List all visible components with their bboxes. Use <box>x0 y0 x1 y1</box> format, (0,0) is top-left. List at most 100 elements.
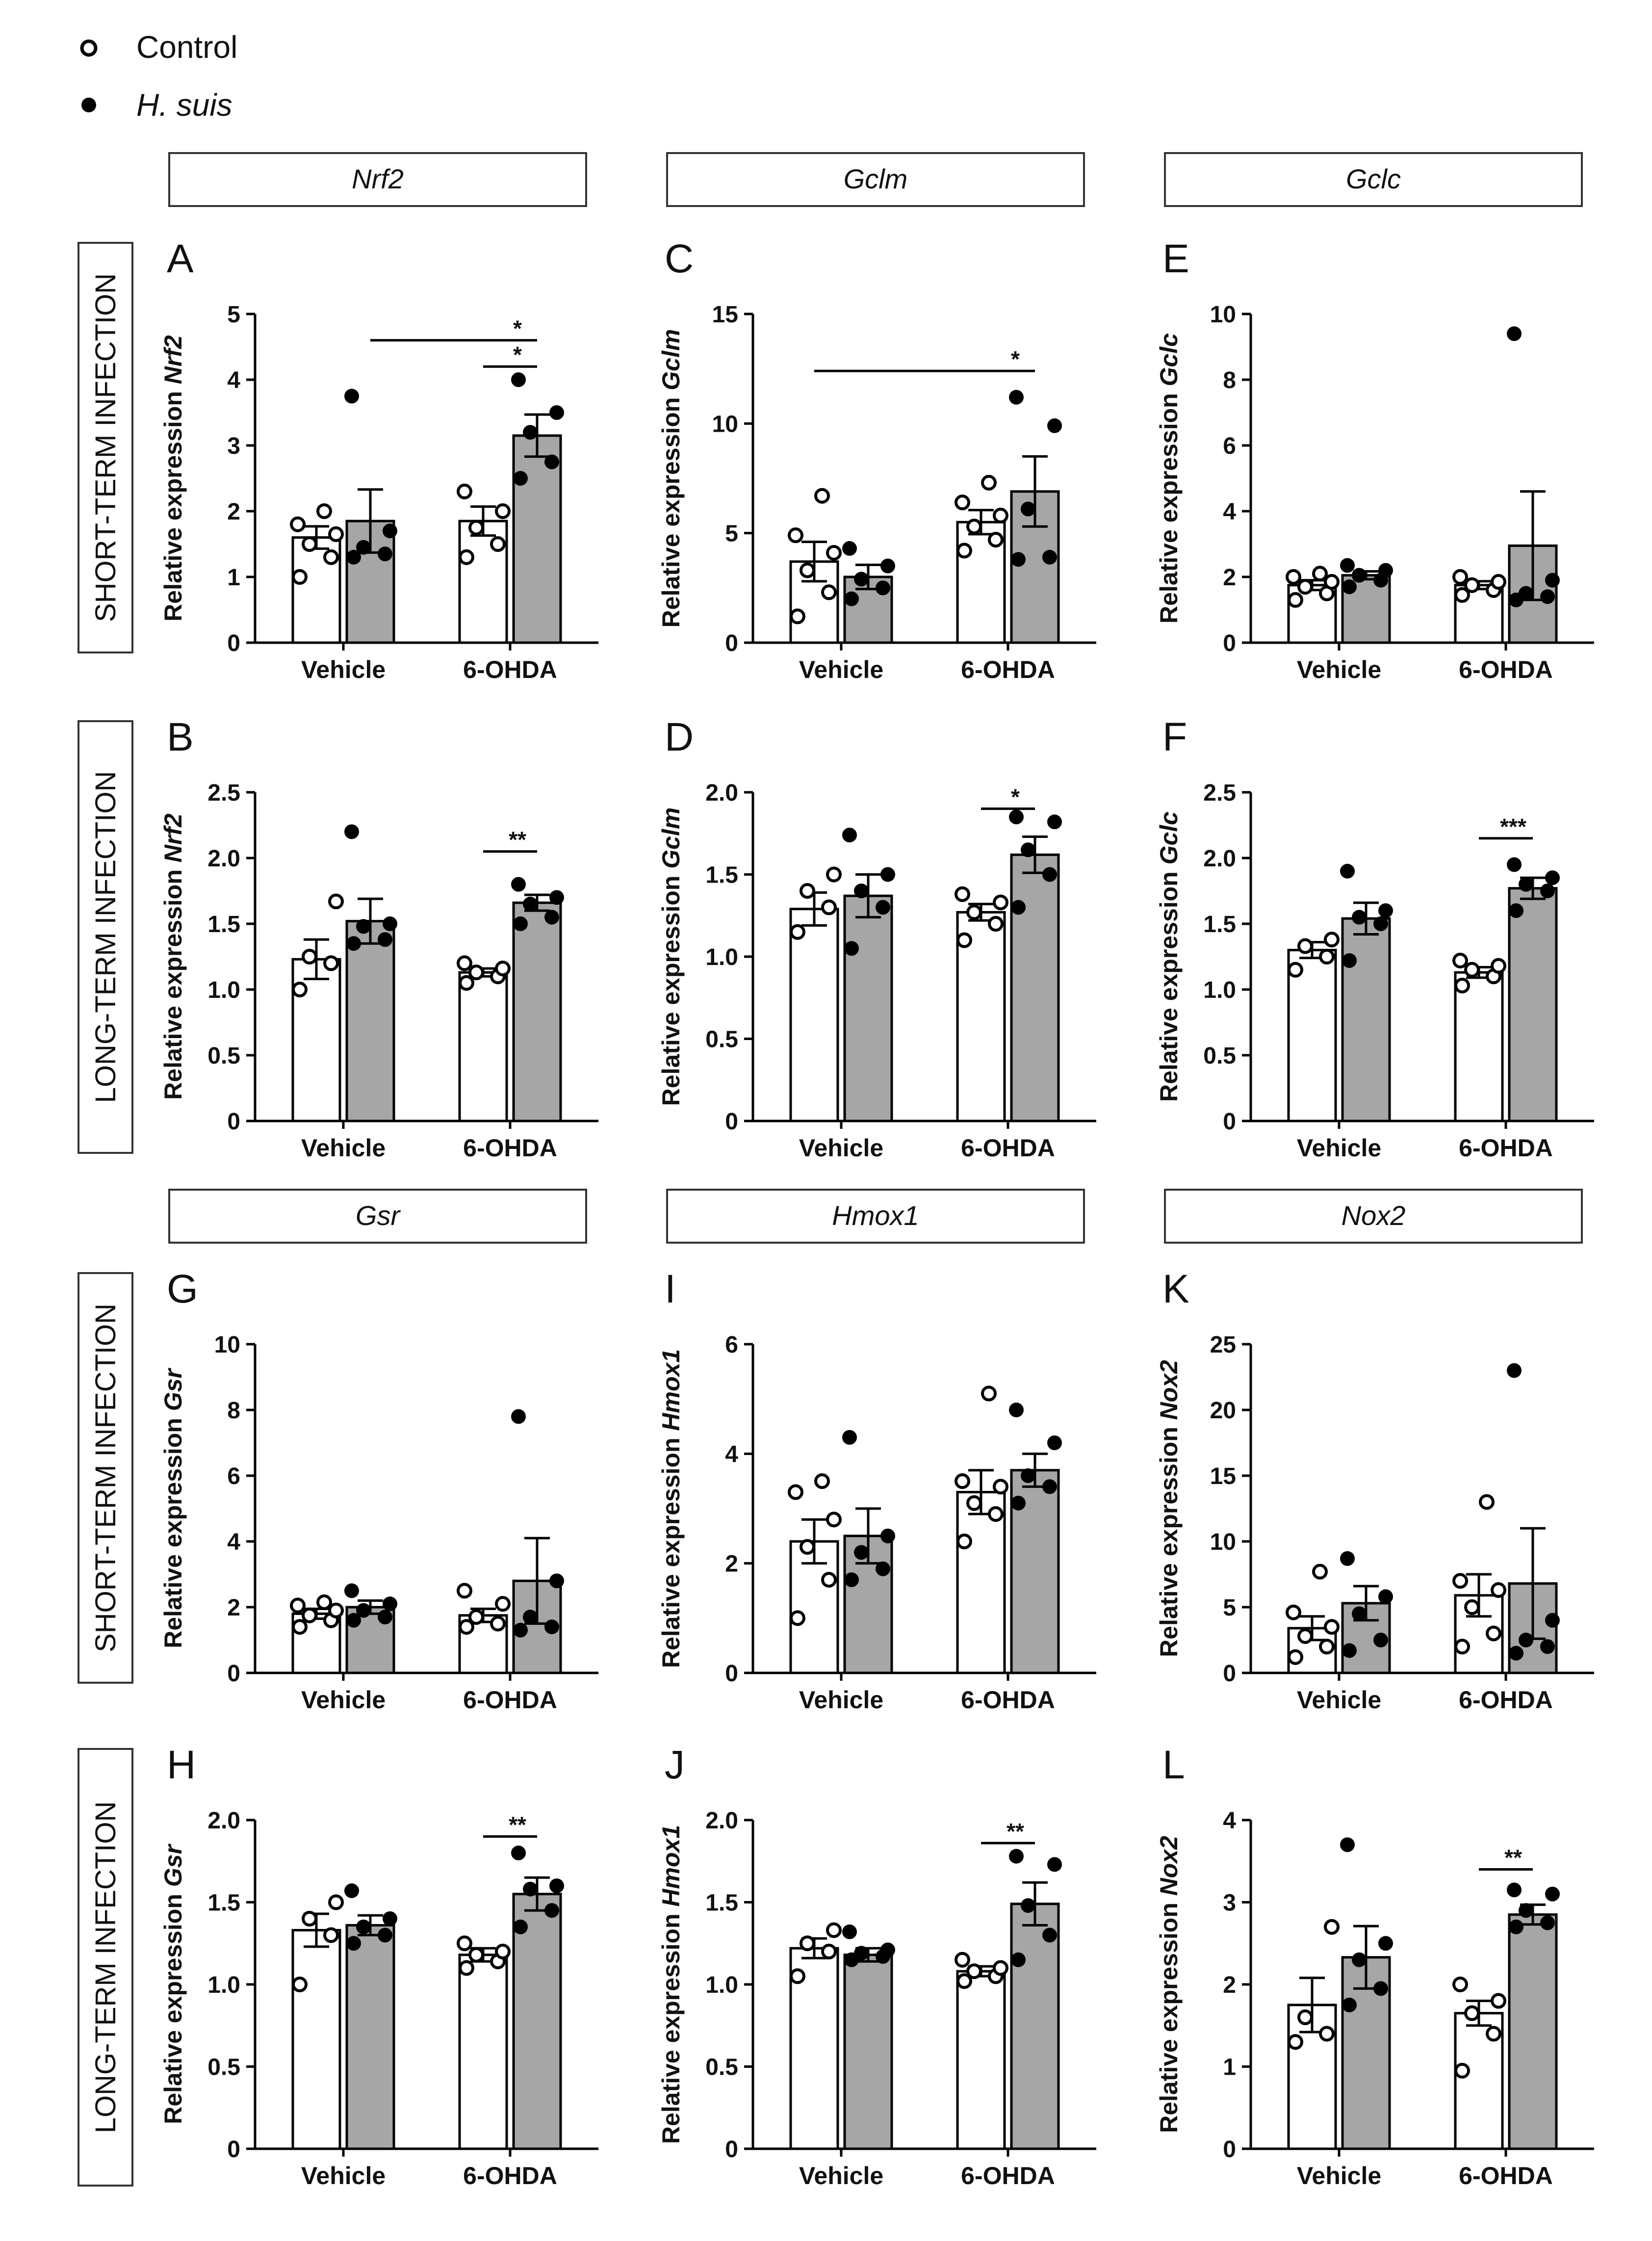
data-point-infected <box>1340 1837 1355 1852</box>
data-point-infected <box>1021 842 1035 858</box>
data-point-control <box>826 1922 842 1938</box>
y-tick-label: 0 <box>227 1109 240 1135</box>
data-point-infected <box>383 523 397 539</box>
data-point-infected <box>549 1573 564 1589</box>
data-point-infected <box>1340 1551 1355 1566</box>
y-axis-label-gene: Gsr <box>159 1368 187 1411</box>
data-point-control <box>457 483 472 499</box>
data-point-infected <box>1352 910 1367 925</box>
data-point-control <box>457 1583 472 1599</box>
data-point-control <box>790 1968 805 1984</box>
data-point-infected <box>1540 1639 1555 1654</box>
data-point-infected <box>1509 903 1523 918</box>
data-point-control <box>490 536 506 552</box>
data-point-control <box>1324 574 1340 590</box>
data-point-control <box>800 562 815 578</box>
data-point-infected <box>1011 1495 1026 1511</box>
data-point-infected <box>1378 563 1393 578</box>
x-tick-label: Vehicle <box>1297 656 1381 683</box>
data-point-infected <box>1042 549 1057 565</box>
x-tick-label: 6-OHDA <box>961 2162 1055 2189</box>
data-point-control <box>966 904 982 920</box>
y-axis-label-gene: Gclm <box>657 329 685 391</box>
data-point-control <box>1452 1573 1468 1589</box>
data-point-control <box>956 1973 972 1989</box>
y-axis-label: Relative expression Gclm <box>657 329 685 628</box>
y-axis-label-prefix: Relative expression <box>159 862 187 1100</box>
data-point-infected <box>1352 568 1367 583</box>
data-point-infected <box>1021 1468 1035 1483</box>
panel-j: J Relative expression Hmox1 0 0.5 1.0 1.5 2.0 V… <box>657 1743 1096 2189</box>
y-tick-label: 25 <box>1210 1332 1236 1358</box>
data-point-infected <box>356 1603 371 1618</box>
data-point-infected <box>1352 1952 1367 1967</box>
data-point-control <box>292 1977 308 1992</box>
data-point-control <box>316 1594 332 1610</box>
data-point-control <box>1319 1639 1335 1655</box>
data-point-control <box>821 1572 837 1588</box>
y-axis-label: Relative expression Hmox1 <box>657 1349 685 1668</box>
gene-header-label: Nox2 <box>1342 1200 1406 1231</box>
data-point-control <box>1288 962 1303 978</box>
y-axis-label-gene: Nox2 <box>1155 1836 1183 1896</box>
data-point-infected <box>523 1881 538 1897</box>
y-axis-label: Relative expression Nrf2 <box>159 813 187 1100</box>
data-point-infected <box>1021 501 1035 517</box>
data-point-control <box>1491 958 1506 974</box>
panel-b: B Relative expression Nrf2 0 0.5 1.0 1.5 2.0 2.… <box>159 715 598 1162</box>
data-point-infected <box>1507 857 1522 872</box>
data-point-infected <box>1509 1919 1523 1934</box>
y-tick-label: 4 <box>227 367 240 393</box>
data-point-infected <box>1545 870 1560 886</box>
data-point-control <box>1324 1919 1340 1935</box>
y-tick-label: 1.0 <box>207 977 240 1003</box>
y-tick-label: 0 <box>1223 1661 1236 1687</box>
y-axis-label-prefix: Relative expression <box>1155 1896 1183 2133</box>
y-tick-label: 1.0 <box>207 1972 240 1998</box>
row-label-3: SHORT-TERM INFECTION <box>77 1272 133 1684</box>
data-point-control <box>1297 938 1313 954</box>
data-point-infected <box>549 890 564 905</box>
y-axis-label-prefix: Relative expression <box>657 869 685 1106</box>
data-point-infected <box>378 932 392 947</box>
data-point-control <box>459 1619 474 1635</box>
data-point-infected <box>1507 1882 1522 1898</box>
data-point-control <box>323 955 339 971</box>
y-axis-label-gene: Nrf2 <box>159 813 187 862</box>
data-point-control <box>1319 2026 1335 2042</box>
gene-header-gclc: Gclc <box>1164 152 1583 207</box>
y-tick-label: 1.5 <box>207 1890 240 1916</box>
panel-letter: D <box>665 715 694 759</box>
data-point-control <box>956 932 972 948</box>
data-point-infected <box>1042 867 1057 882</box>
y-axis-label-prefix: Relative expression <box>657 1907 685 2144</box>
data-point-control <box>495 503 511 519</box>
data-point-infected <box>854 572 869 587</box>
data-point-control <box>981 474 997 491</box>
y-tick-label: 1.0 <box>705 1972 738 1998</box>
y-tick-label: 1.5 <box>705 1890 738 1916</box>
y-axis-label-prefix: Relative expression <box>159 1411 187 1648</box>
data-point-infected <box>513 1622 528 1638</box>
data-point-infected <box>378 1928 392 1943</box>
bar <box>843 894 893 1122</box>
data-point-control <box>955 886 970 902</box>
y-tick-label: 8 <box>227 1398 240 1424</box>
data-point-infected <box>1011 552 1026 567</box>
data-point-infected <box>842 1924 857 1939</box>
data-point-infected <box>383 1596 397 1612</box>
y-tick-label: 0 <box>725 1661 738 1687</box>
data-point-infected <box>511 1409 526 1424</box>
data-point-control <box>826 545 842 561</box>
data-point-control <box>1286 1604 1301 1620</box>
x-tick-label: 6-OHDA <box>961 656 1055 683</box>
data-point-infected <box>383 916 397 931</box>
data-point-infected <box>513 1919 528 1934</box>
data-point-control <box>495 1596 511 1612</box>
panel-letter: H <box>167 1743 196 1787</box>
data-point-infected <box>1540 1915 1555 1930</box>
data-point-infected <box>1042 1928 1057 1943</box>
data-point-control <box>323 549 339 565</box>
x-tick-label: Vehicle <box>799 1686 883 1714</box>
data-point-infected <box>1540 589 1555 604</box>
